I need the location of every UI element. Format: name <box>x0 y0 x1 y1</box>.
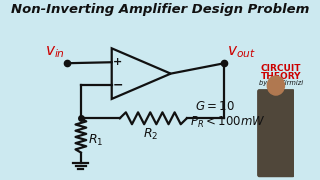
Text: $G = 10$: $G = 10$ <box>195 100 235 113</box>
Text: +: + <box>113 57 122 67</box>
Text: $v_{out}$: $v_{out}$ <box>227 44 255 60</box>
Circle shape <box>267 76 284 95</box>
Text: Non-Inverting Amplifier Design Problem: Non-Inverting Amplifier Design Problem <box>11 3 309 16</box>
Text: $R_1$: $R_1$ <box>88 133 103 148</box>
Text: THEORY: THEORY <box>260 72 301 81</box>
Text: $P_R < 100mW$: $P_R < 100mW$ <box>189 115 265 130</box>
Text: CIRCUIT: CIRCUIT <box>260 64 301 73</box>
Text: $R_2$: $R_2$ <box>143 127 158 142</box>
Text: −: − <box>112 78 123 91</box>
Text: $v_{in}$: $v_{in}$ <box>45 44 65 60</box>
Text: by Dr. Tirmizi: by Dr. Tirmizi <box>259 80 303 86</box>
FancyBboxPatch shape <box>257 89 295 177</box>
Polygon shape <box>112 48 171 99</box>
